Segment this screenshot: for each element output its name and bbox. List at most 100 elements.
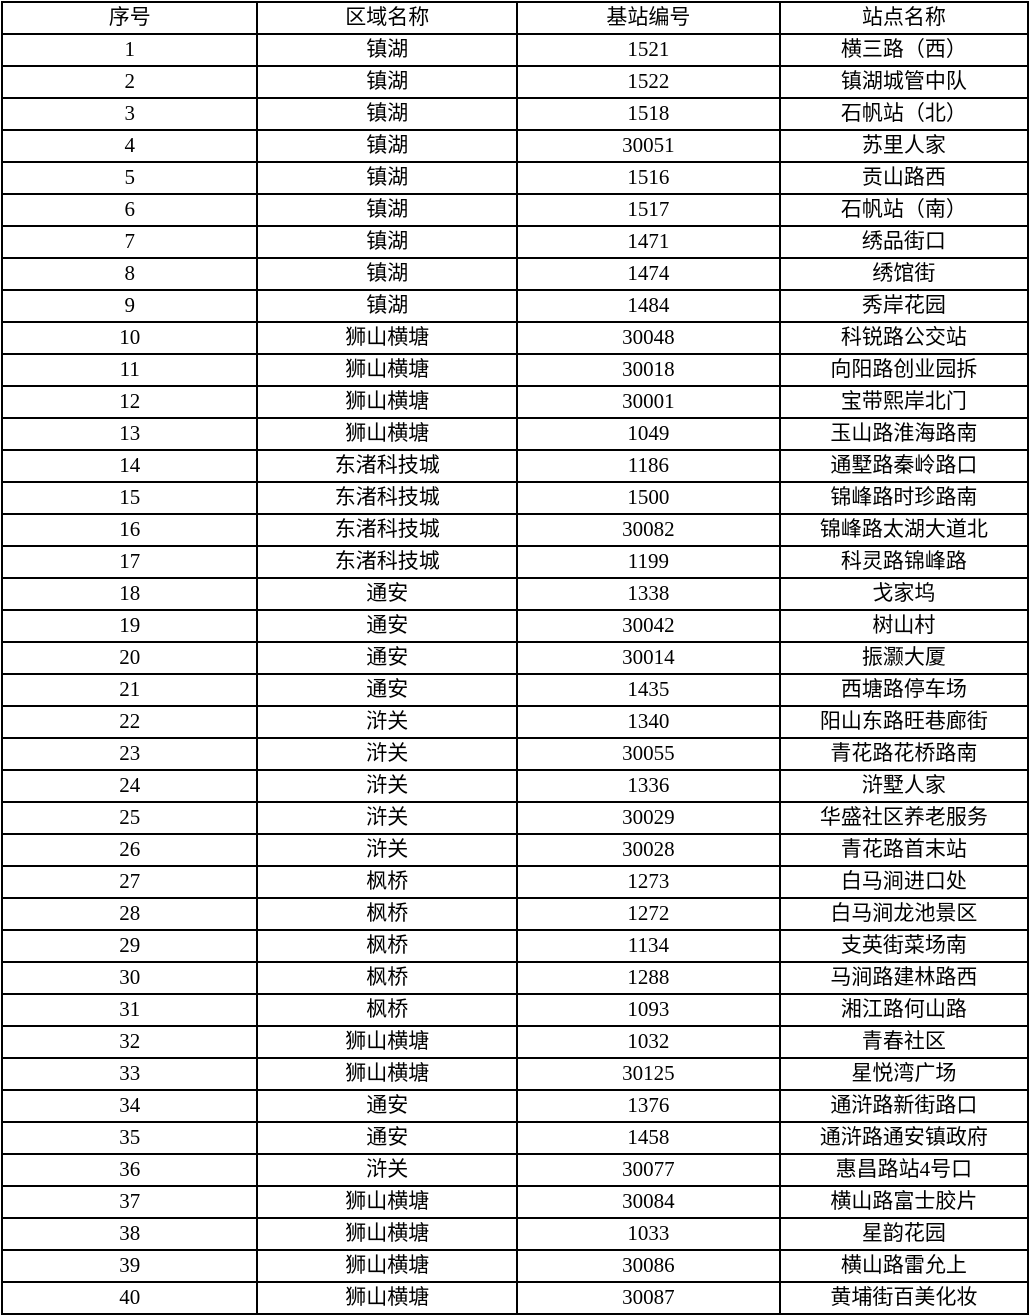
station-id-cell: 30086 bbox=[516, 1249, 781, 1283]
site-name-cell: 马涧路建林路西 bbox=[778, 961, 1030, 995]
site-name-cell: 玉山路淮海路南 bbox=[778, 417, 1030, 451]
table-row: 34 通安 1376 通浒路新街路口 bbox=[0, 1089, 1030, 1123]
serial-cell: 12 bbox=[0, 385, 259, 419]
station-id-cell: 1435 bbox=[516, 673, 781, 707]
station-id-cell: 30042 bbox=[516, 609, 781, 643]
site-name-cell: 绣品街口 bbox=[778, 225, 1030, 259]
table-row: 30 枫桥 1288 马涧路建林路西 bbox=[0, 961, 1030, 995]
site-name-cell: 青花路花桥路南 bbox=[778, 737, 1030, 771]
serial-cell: 25 bbox=[0, 801, 259, 835]
serial-cell: 40 bbox=[0, 1281, 259, 1315]
table-row: 16 东渚科技城 30082 锦峰路太湖大道北 bbox=[0, 513, 1030, 547]
column-header-area: 区域名称 bbox=[256, 1, 519, 35]
table-row: 28 枫桥 1272 白马涧龙池景区 bbox=[0, 897, 1030, 931]
station-id-cell: 30001 bbox=[516, 385, 781, 419]
area-cell: 镇湖 bbox=[256, 129, 519, 163]
station-id-cell: 30055 bbox=[516, 737, 781, 771]
site-name-cell: 锦峰路时珍路南 bbox=[778, 481, 1030, 515]
column-header-serial: 序号 bbox=[0, 1, 259, 35]
table-row: 26 浒关 30028 青花路首末站 bbox=[0, 833, 1030, 867]
area-cell: 枫桥 bbox=[256, 993, 519, 1027]
site-name-cell: 横山路雷允上 bbox=[778, 1249, 1030, 1283]
table-row: 39 狮山横塘 30086 横山路雷允上 bbox=[0, 1249, 1030, 1283]
table-row: 1 镇湖 1521 横三路（西） bbox=[0, 33, 1030, 67]
site-name-cell: 惠昌路站4号口 bbox=[778, 1153, 1030, 1187]
station-id-cell: 1033 bbox=[516, 1217, 781, 1251]
area-cell: 通安 bbox=[256, 1121, 519, 1155]
table-row: 35 通安 1458 通浒路通安镇政府 bbox=[0, 1121, 1030, 1155]
table-row: 2 镇湖 1522 镇湖城管中队 bbox=[0, 65, 1030, 99]
table-row: 31 枫桥 1093 湘江路何山路 bbox=[0, 993, 1030, 1027]
table-row: 5 镇湖 1516 贡山路西 bbox=[0, 161, 1030, 195]
site-name-cell: 西塘路停车场 bbox=[778, 673, 1030, 707]
station-id-cell: 1522 bbox=[516, 65, 781, 99]
station-id-cell: 30048 bbox=[516, 321, 781, 355]
serial-cell: 27 bbox=[0, 865, 259, 899]
area-cell: 东渚科技城 bbox=[256, 545, 519, 579]
site-name-cell: 阳山东路旺巷廊街 bbox=[778, 705, 1030, 739]
table-row: 8 镇湖 1474 绣馆街 bbox=[0, 257, 1030, 291]
area-cell: 狮山横塘 bbox=[256, 353, 519, 387]
site-name-cell: 镇湖城管中队 bbox=[778, 65, 1030, 99]
serial-cell: 26 bbox=[0, 833, 259, 867]
station-id-cell: 1273 bbox=[516, 865, 781, 899]
header-row: 序号 区域名称 基站编号 站点名称 bbox=[0, 1, 1030, 35]
table-row: 11 狮山横塘 30018 向阳路创业园拆 bbox=[0, 353, 1030, 387]
station-id-cell: 30018 bbox=[516, 353, 781, 387]
area-cell: 枫桥 bbox=[256, 897, 519, 931]
site-name-cell: 向阳路创业园拆 bbox=[778, 353, 1030, 387]
station-id-cell: 1518 bbox=[516, 97, 781, 131]
serial-cell: 3 bbox=[0, 97, 259, 131]
area-cell: 镇湖 bbox=[256, 257, 519, 291]
area-cell: 镇湖 bbox=[256, 33, 519, 67]
area-cell: 镇湖 bbox=[256, 97, 519, 131]
station-id-cell: 1336 bbox=[516, 769, 781, 803]
station-id-cell: 1049 bbox=[516, 417, 781, 451]
area-cell: 枫桥 bbox=[256, 961, 519, 995]
site-name-cell: 振灏大厦 bbox=[778, 641, 1030, 675]
station-id-cell: 1032 bbox=[516, 1025, 781, 1059]
site-name-cell: 黄埔街百美化妆 bbox=[778, 1281, 1030, 1315]
table-row: 9 镇湖 1484 秀岸花园 bbox=[0, 289, 1030, 323]
table-row: 22 浒关 1340 阳山东路旺巷廊街 bbox=[0, 705, 1030, 739]
station-id-cell: 30084 bbox=[516, 1185, 781, 1219]
serial-cell: 23 bbox=[0, 737, 259, 771]
station-id-cell: 30082 bbox=[516, 513, 781, 547]
table-row: 27 枫桥 1273 白马涧进口处 bbox=[0, 865, 1030, 899]
station-id-cell: 1484 bbox=[516, 289, 781, 323]
station-id-cell: 1093 bbox=[516, 993, 781, 1027]
site-name-cell: 通墅路秦岭路口 bbox=[778, 449, 1030, 483]
table-row: 4 镇湖 30051 苏里人家 bbox=[0, 129, 1030, 163]
site-name-cell: 湘江路何山路 bbox=[778, 993, 1030, 1027]
area-cell: 镇湖 bbox=[256, 193, 519, 227]
table-row: 32 狮山横塘 1032 青春社区 bbox=[0, 1025, 1030, 1059]
site-name-cell: 通浒路新街路口 bbox=[778, 1089, 1030, 1123]
area-cell: 镇湖 bbox=[256, 65, 519, 99]
area-cell: 狮山横塘 bbox=[256, 417, 519, 451]
site-name-cell: 华盛社区养老服务 bbox=[778, 801, 1030, 835]
serial-cell: 10 bbox=[0, 321, 259, 355]
area-cell: 通安 bbox=[256, 673, 519, 707]
site-name-cell: 树山村 bbox=[778, 609, 1030, 643]
table-row: 33 狮山横塘 30125 星悦湾广场 bbox=[0, 1057, 1030, 1091]
station-id-cell: 1474 bbox=[516, 257, 781, 291]
site-name-cell: 科锐路公交站 bbox=[778, 321, 1030, 355]
area-cell: 狮山横塘 bbox=[256, 1281, 519, 1315]
area-cell: 狮山横塘 bbox=[256, 1249, 519, 1283]
site-name-cell: 白马涧龙池景区 bbox=[778, 897, 1030, 931]
serial-cell: 37 bbox=[0, 1185, 259, 1219]
station-id-cell: 1471 bbox=[516, 225, 781, 259]
station-id-cell: 1458 bbox=[516, 1121, 781, 1155]
site-name-cell: 石帆站（南） bbox=[778, 193, 1030, 227]
serial-cell: 38 bbox=[0, 1217, 259, 1251]
site-name-cell: 石帆站（北） bbox=[778, 97, 1030, 131]
area-cell: 浒关 bbox=[256, 705, 519, 739]
station-id-cell: 30087 bbox=[516, 1281, 781, 1315]
site-name-cell: 星韵花园 bbox=[778, 1217, 1030, 1251]
serial-cell: 33 bbox=[0, 1057, 259, 1091]
site-name-cell: 绣馆街 bbox=[778, 257, 1030, 291]
station-id-cell: 1521 bbox=[516, 33, 781, 67]
area-cell: 东渚科技城 bbox=[256, 513, 519, 547]
